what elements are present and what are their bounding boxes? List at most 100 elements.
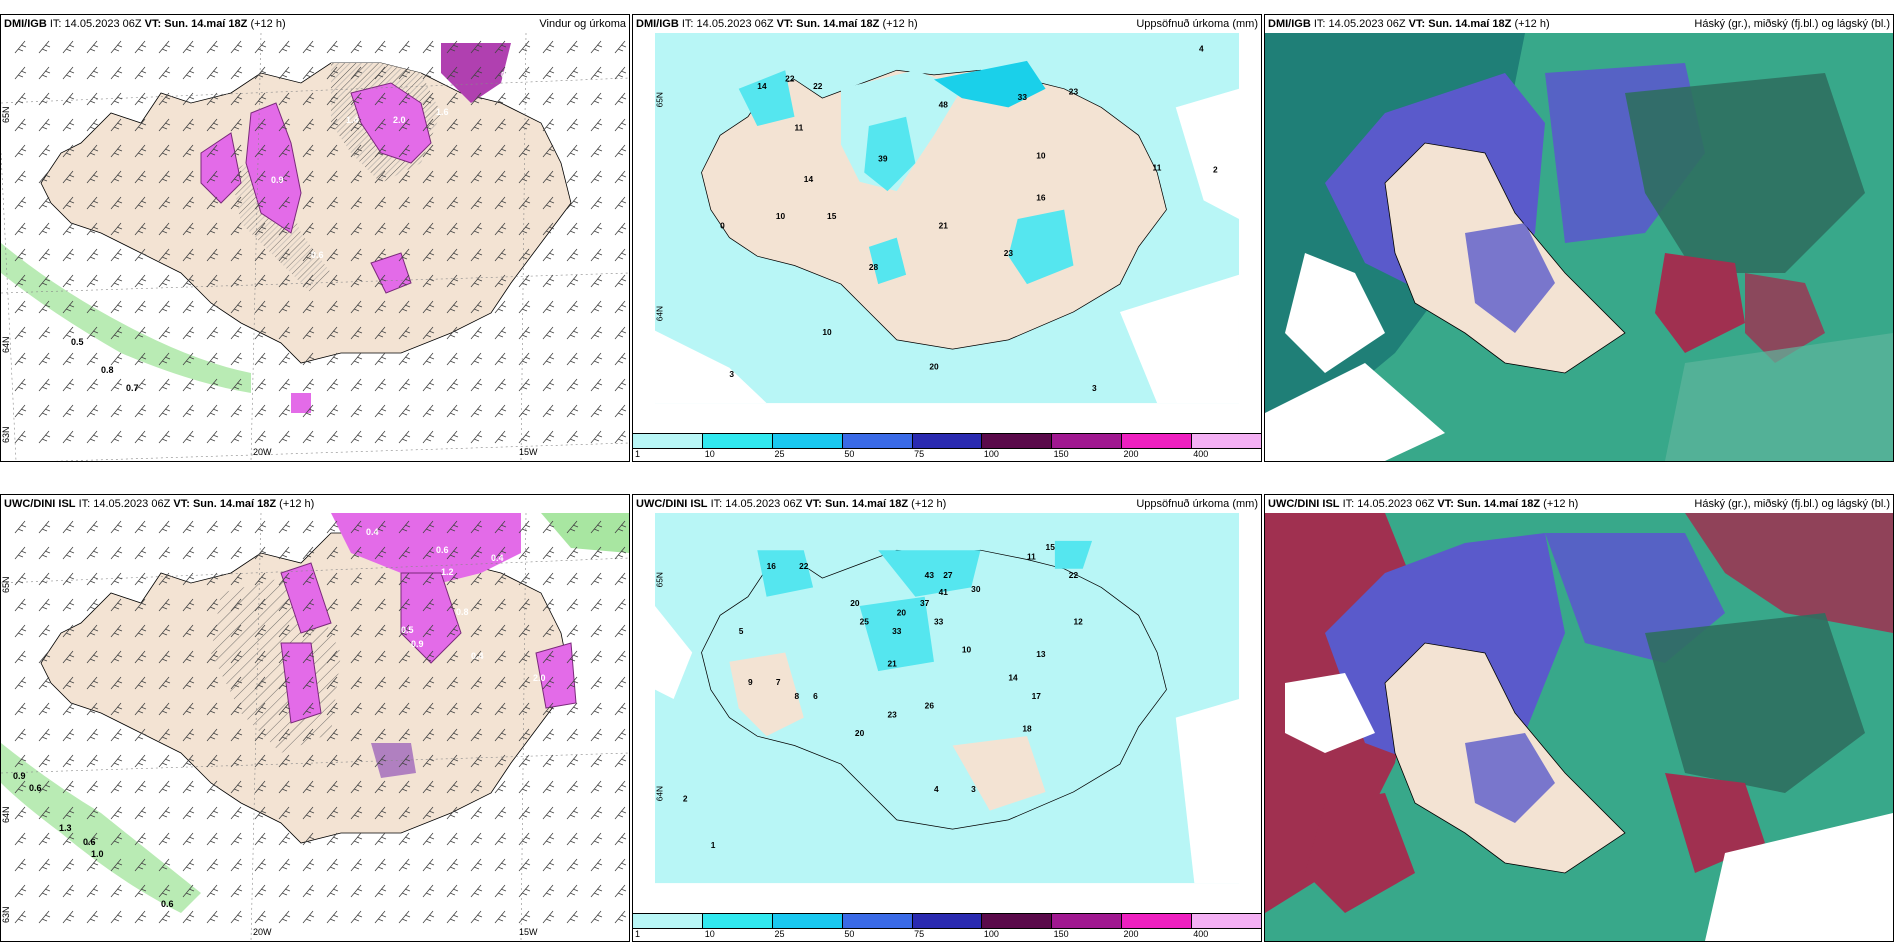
wind-barb — [350, 144, 363, 158]
wind-barb — [590, 248, 603, 262]
wind-barb — [110, 676, 123, 690]
vt-value: Sun. 14.maí 18Z — [192, 498, 277, 510]
wind-barb — [206, 806, 219, 820]
wind-barb — [254, 728, 267, 742]
wind-barb — [398, 910, 411, 924]
wind-barb — [110, 378, 123, 392]
wind-barb — [254, 66, 267, 80]
wind-barb — [278, 118, 291, 132]
value-label: 0.9 — [13, 771, 26, 781]
wind-barb — [230, 858, 243, 872]
wind-barb — [302, 650, 315, 664]
wind-barb — [614, 300, 627, 314]
wind-barb — [614, 754, 627, 768]
wind-barb — [110, 248, 123, 262]
value-label: 48 — [939, 99, 949, 109]
value-label: 41 — [939, 587, 949, 597]
clear-sky — [1285, 673, 1375, 753]
wind-barb — [278, 520, 291, 534]
accum-map: 14 22 22 11 14 15 10 0 28 21 23 16 10 33… — [654, 33, 1239, 404]
wind-barb — [518, 92, 531, 106]
wind-barb — [158, 832, 171, 846]
wind-barb — [158, 40, 171, 54]
wind-barb — [374, 144, 387, 158]
wind-barb — [14, 572, 27, 586]
wind-barb — [542, 378, 555, 392]
value-label: 21 — [939, 220, 949, 230]
value-label: 0.9 — [411, 639, 424, 649]
wind-barb — [86, 806, 99, 820]
value-label: 22 — [785, 73, 795, 83]
wind-barb — [446, 910, 459, 924]
wind-barb — [350, 546, 363, 560]
precip-magenta-5 — [370, 252, 412, 294]
value-label: 22 — [1069, 570, 1079, 580]
wind-barb — [446, 728, 459, 742]
wind-barb — [326, 884, 339, 898]
wind-barb — [254, 546, 267, 560]
colorbar-cells — [633, 433, 1261, 449]
wind-barb — [590, 884, 603, 898]
wind-barb — [422, 598, 435, 612]
wind-barb — [134, 884, 147, 898]
wind-barb — [470, 598, 483, 612]
wind-barb — [110, 300, 123, 314]
wind-barb — [278, 92, 291, 106]
precip-mid — [878, 550, 981, 597]
wind-barb — [422, 404, 435, 418]
wind-barb — [158, 702, 171, 716]
wind-barb — [518, 832, 531, 846]
wind-barb — [134, 170, 147, 184]
accum-values: 14 22 22 11 14 15 10 0 28 21 23 16 10 33… — [720, 44, 1218, 393]
value-label: 3 — [729, 369, 734, 379]
precip-magenta-2 — [350, 82, 432, 164]
wind-barb — [182, 118, 195, 132]
it-label: IT: — [681, 18, 694, 30]
sea-white — [1175, 88, 1239, 219]
wind-barb — [254, 832, 267, 846]
wind-barb — [542, 806, 555, 820]
wind-barb — [614, 884, 627, 898]
wind-barb — [302, 572, 315, 586]
wind-barb — [110, 728, 123, 742]
wind-barb — [230, 196, 243, 210]
wind-barb — [542, 92, 555, 106]
precip-values: 0.5 0.8 0.7 1.6 2.0 1.4 0.8 0.6 0.9 — [71, 70, 514, 393]
wind-barb — [446, 352, 459, 366]
graticule — [1, 513, 629, 941]
wind-barb — [182, 624, 195, 638]
wind-barb — [278, 910, 291, 924]
wind-barb — [350, 404, 363, 418]
wind-barb — [62, 624, 75, 638]
wind-barb — [86, 144, 99, 158]
wind-barb — [86, 378, 99, 392]
wind-barb — [230, 572, 243, 586]
wind-barb — [446, 196, 459, 210]
wind-barb — [206, 92, 219, 106]
wind-barb — [566, 352, 579, 366]
value-label: 43 — [925, 570, 935, 580]
value-label: 33 — [892, 626, 902, 636]
wind-barb — [182, 144, 195, 158]
wind-barb — [134, 92, 147, 106]
value-label: 1.6 — [436, 107, 449, 117]
wind-barb — [230, 300, 243, 314]
wind-barb — [518, 754, 531, 768]
clear-sky — [1265, 363, 1445, 461]
wind-barb — [590, 118, 603, 132]
wind-barb — [494, 546, 507, 560]
value-label: 13 — [1036, 649, 1046, 659]
wind-barb — [350, 728, 363, 742]
cloud-red — [1305, 793, 1415, 913]
wind-barb — [398, 326, 411, 340]
value-label: 22 — [813, 81, 823, 91]
wind-barb — [470, 326, 483, 340]
wind-barb — [230, 780, 243, 794]
wind-barb — [254, 650, 267, 664]
land-dry — [952, 736, 1046, 811]
wind-barb — [374, 676, 387, 690]
wind-barb — [38, 572, 51, 586]
wind-barb — [398, 728, 411, 742]
colorbar-tick-label: 25 — [774, 449, 785, 459]
wind-barb — [446, 40, 459, 54]
